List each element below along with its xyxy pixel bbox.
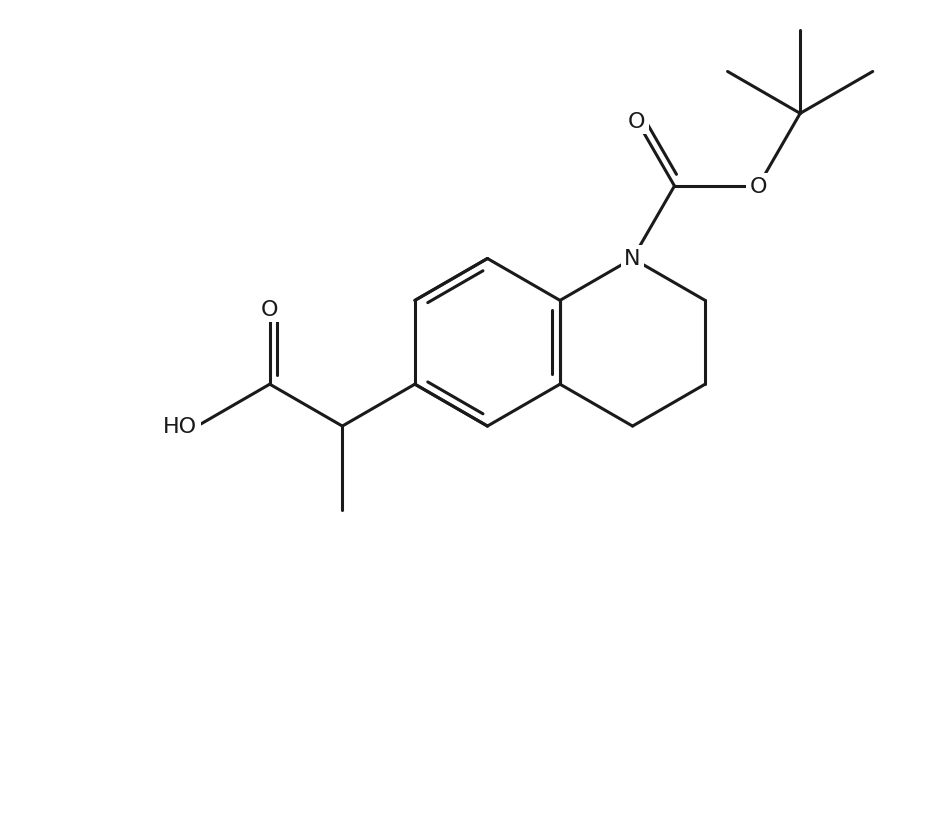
Text: N: N bbox=[624, 249, 641, 269]
Text: O: O bbox=[750, 176, 767, 197]
Text: O: O bbox=[628, 112, 645, 132]
Text: O: O bbox=[261, 300, 278, 320]
Text: HO: HO bbox=[163, 416, 197, 436]
